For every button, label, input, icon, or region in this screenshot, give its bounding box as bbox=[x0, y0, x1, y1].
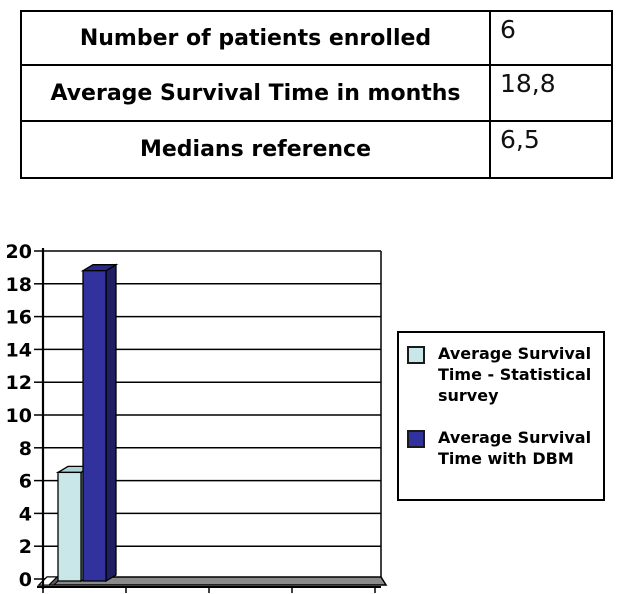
bar bbox=[82, 270, 107, 582]
y-tick-label: 10 bbox=[6, 405, 32, 427]
legend-marker bbox=[407, 430, 425, 449]
row-value-patients: 6 bbox=[489, 10, 613, 66]
y-tick-label: 14 bbox=[6, 339, 32, 361]
row-value-survival-time: 18,8 bbox=[489, 64, 613, 122]
legend-label: Average Survival Time with DBM bbox=[438, 428, 591, 470]
bar-chart-canvas: 0 2 4 6 8 10 12 14 16 18 20 bbox=[6, 241, 388, 593]
y-tick-label: 8 bbox=[19, 438, 32, 460]
row-value-medians: 6,5 bbox=[489, 120, 613, 179]
row-label-medians: Medians reference bbox=[20, 120, 491, 179]
y-tick-label: 2 bbox=[19, 536, 32, 558]
legend-label-line: survey bbox=[438, 385, 499, 405]
row-label-survival-time: Average Survival Time in months bbox=[20, 64, 491, 122]
table-row: Average Survival Time in months 18,8 bbox=[20, 64, 613, 122]
summary-table: Number of patients enrolled 6 Average Su… bbox=[20, 10, 613, 179]
y-tick-label: 0 bbox=[19, 569, 32, 591]
legend-label-line: Average Survival bbox=[438, 428, 592, 448]
legend-label-line: Average Survival bbox=[438, 344, 592, 363]
y-tick-label: 6 bbox=[19, 471, 32, 493]
table-row: Number of patients enrolled 6 bbox=[20, 10, 613, 66]
bar bbox=[57, 471, 82, 582]
y-tick-label: 12 bbox=[6, 372, 32, 394]
legend-marker bbox=[407, 346, 425, 364]
y-tick-label: 16 bbox=[6, 307, 32, 329]
legend-item: Average Survival Time with DBM bbox=[407, 428, 595, 470]
chart-legend: Average Survival Time - Statistical surv… bbox=[397, 331, 605, 501]
y-tick-label: 20 bbox=[6, 241, 32, 263]
table-row: Medians reference 6,5 bbox=[20, 120, 613, 179]
y-tick-label: 4 bbox=[19, 503, 32, 525]
bar-chart: 0 2 4 6 8 10 12 14 16 18 20 bbox=[0, 240, 624, 594]
legend-item: Average Survival Time - Statistical surv… bbox=[407, 344, 595, 406]
y-tick-label: 18 bbox=[6, 274, 32, 296]
bar-side bbox=[105, 263, 117, 583]
legend-label: Average Survival Time - Statistical surv… bbox=[438, 344, 591, 406]
legend-label-line: Time - Statistical bbox=[438, 364, 592, 384]
legend-label-line: Time with DBM bbox=[438, 449, 574, 469]
row-label-patients: Number of patients enrolled bbox=[20, 10, 491, 66]
